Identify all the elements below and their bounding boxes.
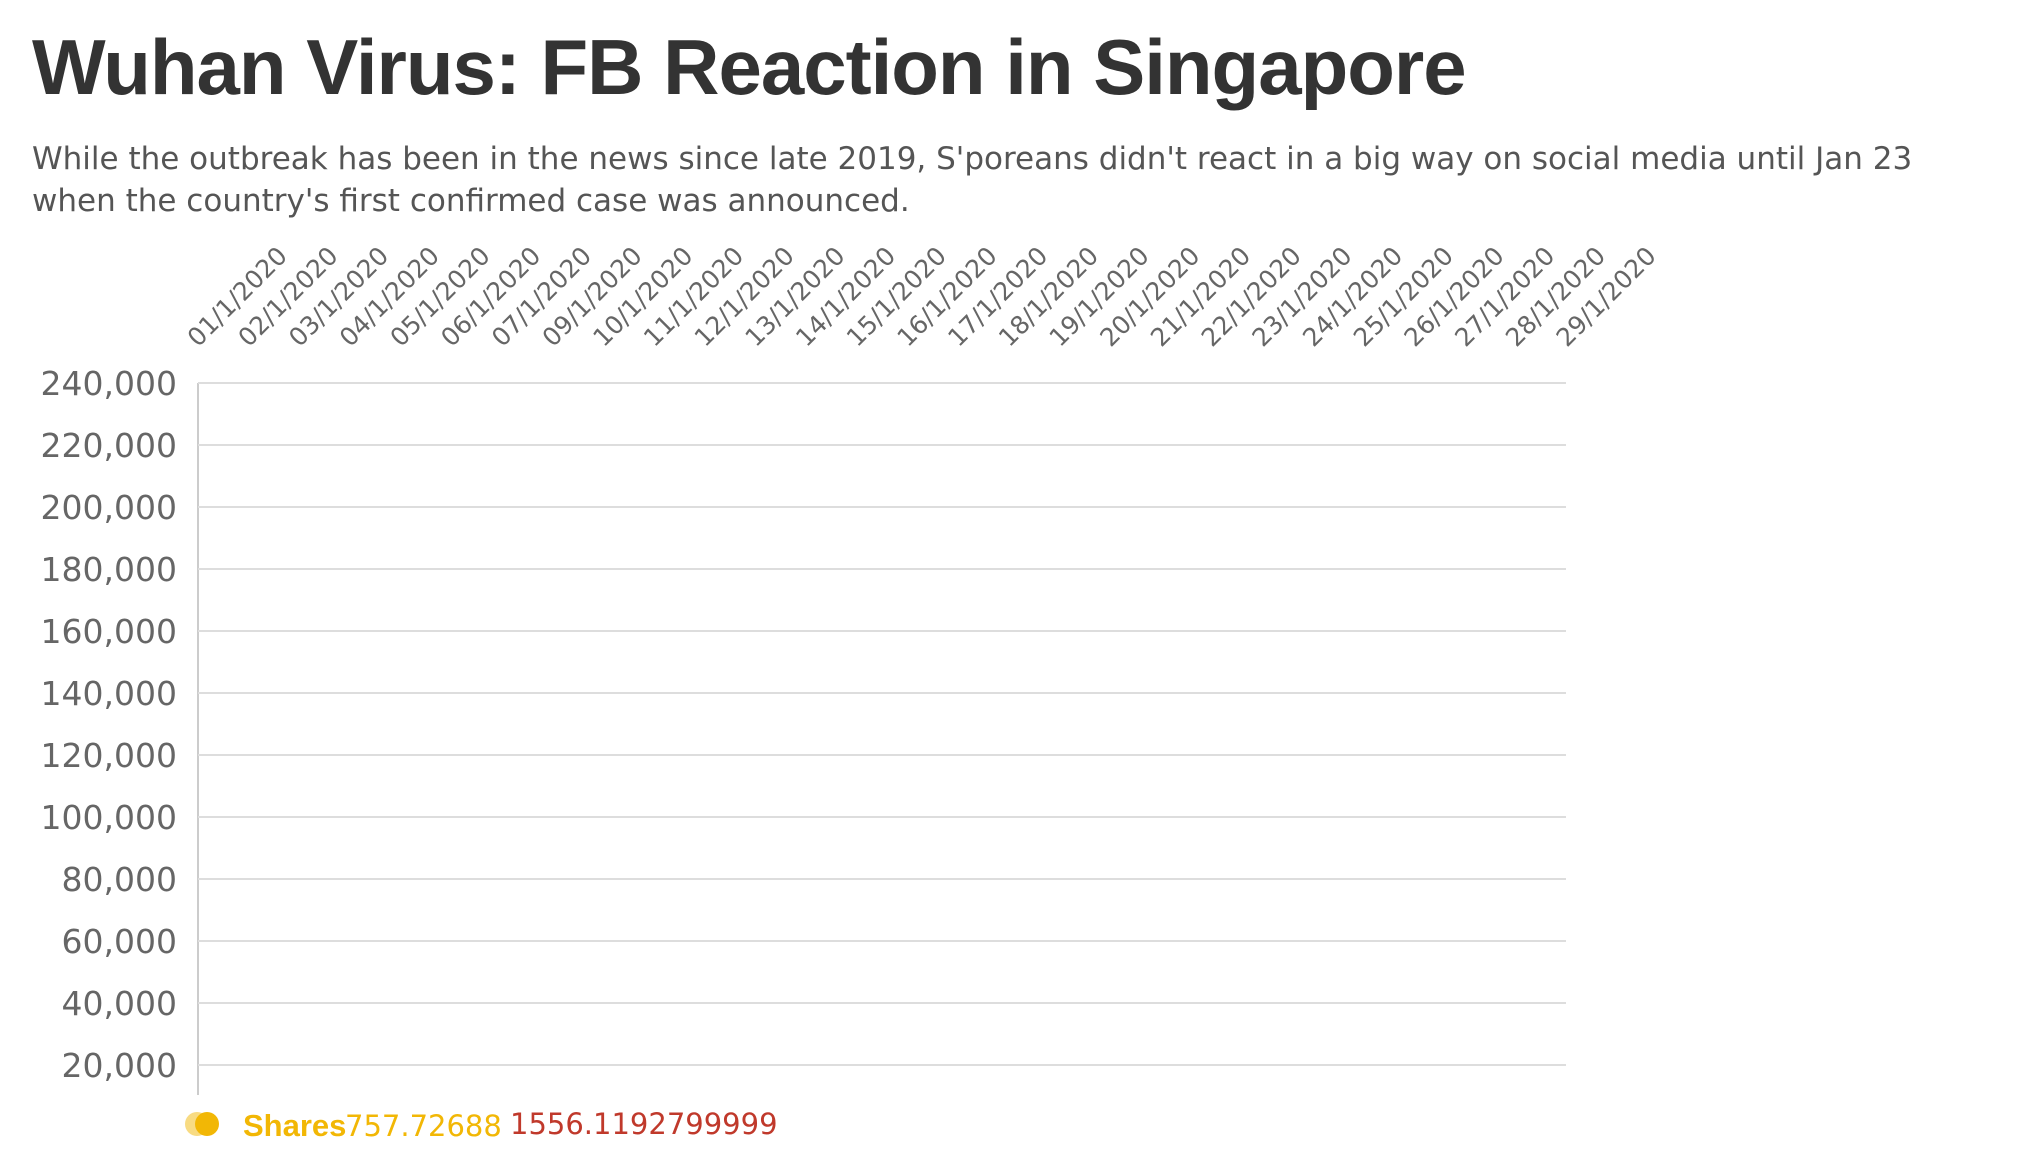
legend[interactable]: Shares 757.72688 1556.1192799999: [185, 1107, 778, 1143]
y-tick-label: 60,000: [62, 922, 177, 961]
y-tick-label: 80,000: [62, 860, 177, 899]
y-tick-label: 20,000: [62, 1046, 177, 1085]
y-tick-label: 40,000: [62, 984, 177, 1023]
y-tick-label: 240,000: [41, 364, 177, 403]
y-tick-label: 180,000: [41, 550, 177, 589]
x-axis-ticks: 01/1/202002/1/202003/1/202004/1/202005/1…: [182, 241, 1662, 352]
legend-shares-label[interactable]: Shares: [243, 1108, 346, 1143]
y-tick-label: 220,000: [41, 426, 177, 465]
chart-subtitle: While the outbreak has been in the news …: [32, 141, 1913, 219]
y-tick-label: 120,000: [41, 736, 177, 775]
legend-shares-value: 757.72688: [345, 1109, 502, 1143]
y-tick-label: 140,000: [41, 674, 177, 713]
y-tick-label: 100,000: [41, 798, 177, 837]
y-tick-label: 200,000: [41, 488, 177, 527]
legend-shares-swatch-echo: [185, 1112, 209, 1136]
legend-second-value: 1556.1192799999: [510, 1107, 778, 1141]
y-tick-label: 160,000: [41, 612, 177, 651]
y-axis-ticks: 240,000 220,000 200,000 180,000 160,000 140,0…: [41, 364, 177, 1085]
grid-lines: [197, 382, 1566, 1095]
chart-title: Wuhan Virus: FB Reaction in Singapore: [32, 23, 1467, 111]
